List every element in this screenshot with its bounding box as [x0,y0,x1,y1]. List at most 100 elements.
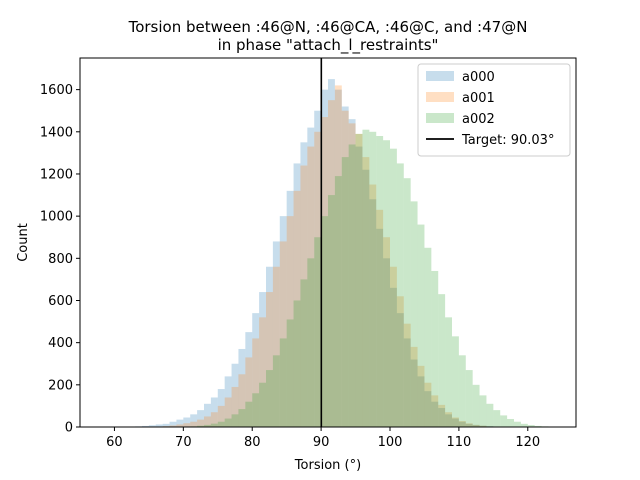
histogram-bar [286,216,294,427]
histogram-bar [431,270,439,427]
histogram-bar [390,148,397,427]
histogram-bar [465,423,473,427]
histogram-bar [534,425,542,427]
histogram-bar [224,376,232,427]
histogram-bar [341,157,349,428]
histogram-bar [293,163,301,427]
y-tick-label: 1200 [40,167,73,182]
histogram-bar [431,395,439,427]
series-a001 [155,85,501,428]
x-tick-label: 90 [313,435,330,450]
histogram-bar [259,317,266,427]
histogram-bar [162,423,170,427]
histogram-bar [155,424,163,427]
histogram-bar [410,359,418,427]
histogram-bar [369,199,377,427]
histogram-bar [369,131,377,428]
histogram-bar [266,292,273,427]
y-axis-ticks: 0 200 400 600 800 1000 1200 1400 1600 [40,83,80,436]
histogram-bar [424,247,432,427]
series-a002 [190,129,556,428]
x-tick-label: 60 [106,435,123,450]
histogram-bar [259,382,266,427]
x-tick-label: 100 [378,435,403,450]
histogram-bar [396,163,404,427]
histogram-bar [341,106,349,428]
histogram-bar [183,423,191,427]
histogram-bar [204,424,211,427]
histogram-bar [217,421,225,427]
histogram-bar [452,336,459,427]
histogram-bar [438,294,446,427]
histogram-bar [390,266,397,427]
histogram-bar [307,146,315,427]
histogram-bar [479,425,487,427]
histogram-bar [314,237,322,427]
histogram-bar [493,410,501,427]
histogram-bar [210,412,218,427]
histogram-bar [438,404,446,427]
legend-swatch-a002 [426,113,454,123]
histogram-bar [348,123,356,427]
legend: a000 a001 a002 Target: 90.03° [417,63,571,157]
histogram-bar [348,144,356,428]
histogram-bar [238,409,246,427]
histogram-bar [479,425,487,427]
histogram-bar [410,346,418,427]
chart-title: Torsion between :46@N, :46@CA, :46@C, an… [128,18,528,55]
histogram-bar [376,209,384,427]
x-tick-label: 110 [446,435,471,450]
histogram-bar [334,85,342,427]
x-tick-label: 80 [244,435,261,450]
histogram-bar [272,241,280,427]
y-tick-label: 600 [48,294,73,309]
histogram-bar [328,100,335,428]
histogram-bar [458,421,466,427]
histogram-bar [417,376,425,427]
histogram-bar [321,89,328,427]
histogram-bar [238,374,246,427]
legend-label-a001: a001 [462,91,495,106]
histogram-bar [224,418,232,427]
histogram-bar [465,370,473,427]
histogram-bar [452,418,459,427]
histogram-bar [217,389,225,427]
histogram-bar [224,397,232,427]
legend-label-target: Target: 90.03° [461,133,554,148]
y-tick-label: 0 [65,421,73,436]
histogram-bar [197,425,204,427]
histogram-bar [176,424,184,427]
histogram-bar [458,355,466,427]
histogram-bar [259,292,266,427]
histogram-bar [238,348,246,427]
histogram-bar [190,414,198,427]
histogram-bar [245,332,253,427]
histogram-bar [383,140,390,427]
histogram-bar [272,266,280,427]
plot-frame [79,57,577,428]
y-tick-label: 1600 [40,83,73,98]
legend-box [417,63,571,157]
histogram-bar [410,201,418,427]
histogram-bar [458,421,466,427]
histogram-bar [169,421,177,427]
histogram-bar [307,258,315,427]
histogram-bars [128,79,556,428]
histogram-bar [362,169,370,428]
histogram-bar [231,363,239,427]
histogram-bar [266,370,273,427]
x-tick-label: 70 [175,435,192,450]
histogram-bar [252,338,260,427]
histogram-bar [245,401,253,427]
histogram-bar [210,397,218,427]
histogram-bar [231,414,239,427]
histogram-bar [362,129,370,428]
histogram-bar [204,403,211,427]
histogram-bar [486,403,494,427]
legend-swatch-a001 [426,92,454,102]
histogram-bar [424,382,432,427]
histogram-bar [321,117,328,427]
histogram-bar [190,421,198,427]
histogram-bar [362,157,370,428]
